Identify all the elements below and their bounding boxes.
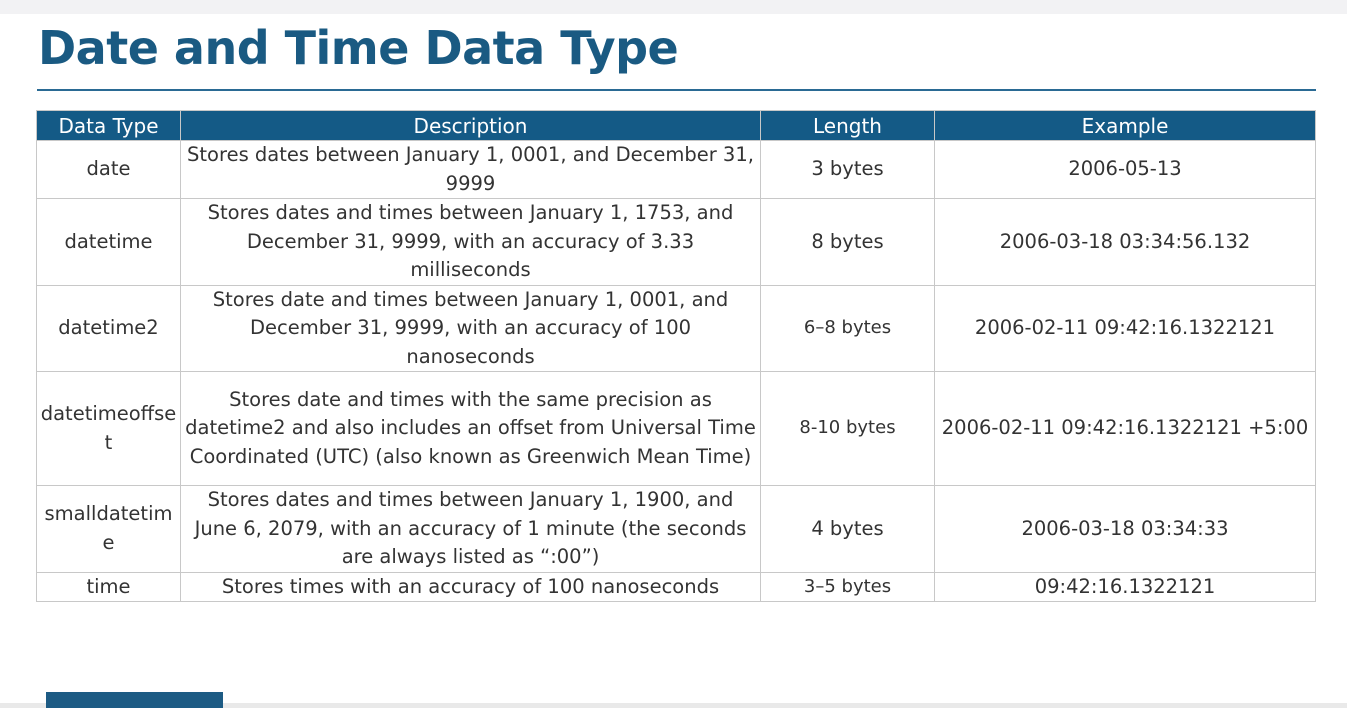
cell-length: 4 bytes	[760, 485, 935, 573]
header-row: Data Type Description Length Example	[36, 110, 1316, 141]
header-data-type: Data Type	[36, 110, 181, 141]
slide-title: Date and Time Data Type	[38, 21, 679, 75]
cell-data-type: smalldatetime	[36, 485, 181, 573]
cell-data-type: time	[36, 571, 181, 602]
cell-description: Stores dates and times between January 1…	[180, 198, 761, 286]
table-row: smalldatetime Stores dates and times bet…	[36, 485, 1316, 573]
cell-data-type: datetime2	[36, 284, 181, 372]
table-row: datetimeoffset Stores date and times wit…	[36, 371, 1316, 486]
footer-accent-block	[46, 692, 223, 708]
table-row: datetime2 Stores date and times between …	[36, 284, 1316, 372]
cell-description: Stores date and times between January 1,…	[180, 284, 761, 372]
cell-data-type: datetimeoffset	[36, 371, 181, 486]
cell-length: 8-10 bytes	[760, 371, 935, 486]
cell-length: 8 bytes	[760, 198, 935, 286]
cell-example: 2006-03-18 03:34:33	[934, 485, 1316, 573]
header-description: Description	[180, 110, 761, 141]
cell-example: 2006-03-18 03:34:56.132	[934, 198, 1316, 286]
cell-description: Stores dates and times between January 1…	[180, 485, 761, 573]
cell-example: 2006-05-13	[934, 140, 1316, 199]
table-row: time Stores times with an accuracy of 10…	[36, 571, 1316, 602]
cell-data-type: date	[36, 140, 181, 199]
cell-example: 2006-02-11 09:42:16.1322121	[934, 284, 1316, 372]
cell-example: 2006-02-11 09:42:16.1322121 +5:00	[934, 371, 1316, 486]
header-length: Length	[760, 110, 935, 141]
cell-description: Stores date and times with the same prec…	[180, 371, 761, 486]
header-example: Example	[934, 110, 1316, 141]
cell-example: 09:42:16.1322121	[934, 571, 1316, 602]
cell-length: 6–8 bytes	[760, 284, 935, 372]
date-time-types-table: Data Type Description Length Example dat…	[36, 110, 1316, 602]
cell-description: Stores times with an accuracy of 100 nan…	[180, 571, 761, 602]
table-row: datetime Stores dates and times between …	[36, 198, 1316, 286]
footer-strip	[0, 703, 1347, 708]
cell-length: 3 bytes	[760, 140, 935, 199]
cell-description: Stores dates between January 1, 0001, an…	[180, 140, 761, 199]
top-strip	[0, 0, 1347, 14]
title-underline	[37, 89, 1316, 91]
cell-length: 3–5 bytes	[760, 571, 935, 602]
cell-data-type: datetime	[36, 198, 181, 286]
table-row: date Stores dates between January 1, 000…	[36, 140, 1316, 199]
